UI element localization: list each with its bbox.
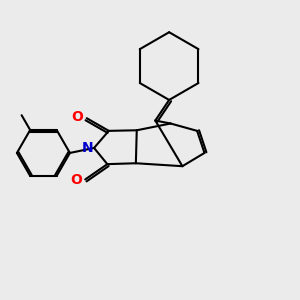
Text: O: O bbox=[70, 173, 82, 187]
Text: O: O bbox=[71, 110, 83, 124]
Text: N: N bbox=[82, 141, 93, 155]
